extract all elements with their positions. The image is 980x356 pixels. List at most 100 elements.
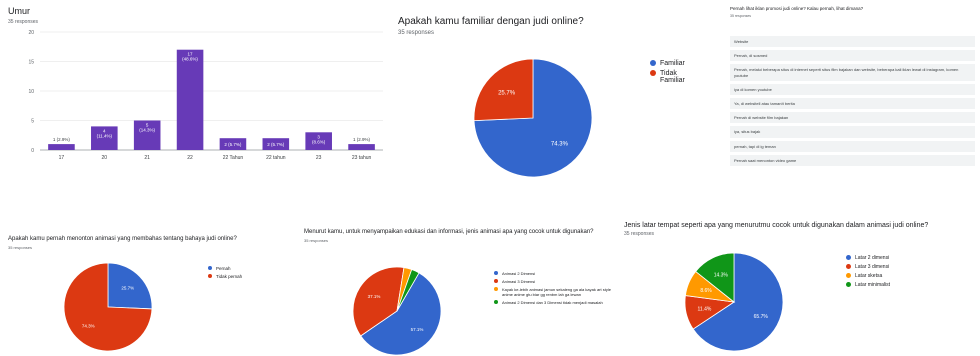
- x-tick-label: 22 Tahun: [223, 155, 244, 161]
- answers-list: Website Pernah, di sosmed Pernah, melalu…: [730, 36, 975, 169]
- familiar-pie-chart: 74.3% 25.7%: [473, 58, 593, 178]
- pie-data-label: 25.7%: [121, 286, 134, 291]
- bar-data-label: 2 (5.7%): [267, 142, 285, 147]
- pie-data-label: 57.1%: [411, 327, 424, 332]
- legend-label: Latar sketsa: [855, 273, 883, 279]
- bar-data-label: 2 (5.7%): [224, 142, 242, 147]
- legend-item-2d: Animasi 2 Dimensi: [494, 271, 612, 276]
- jenis-animasi-subtitle: 35 responses: [304, 238, 329, 244]
- bar-data-label: (14.3%): [139, 128, 155, 133]
- pie-data-label: 37.1%: [368, 294, 381, 299]
- bar-data-label: (48.6%): [182, 57, 198, 62]
- umur-panel: Umur 35 responses 0 5 10 15 20 1 (2.9%) 17 4 (11…: [8, 6, 393, 176]
- legend-label: Latar 2 dimensi: [855, 255, 890, 261]
- latar-legend: Latar 2 dimensi Latar 3 dimensi Latar sk…: [846, 255, 890, 291]
- pie-data-label: 65.7%: [754, 314, 769, 320]
- y-tick-label: 10: [28, 89, 34, 95]
- legend-item-latar-3d: Latar 3 dimensi: [846, 264, 890, 270]
- x-tick-label: 20: [102, 155, 108, 161]
- legend-dot-red: [208, 274, 212, 278]
- pie-slice: [692, 252, 784, 352]
- bar: [176, 49, 204, 151]
- jenis-animasi-panel: Menurut kamu, untuk menyampaikan edukasi…: [304, 228, 616, 356]
- pernah-lihat-panel: Pernah lihat iklan promosi judi online? …: [730, 6, 975, 184]
- familiar-title: Apakah kamu familiar dengan judi online?: [398, 16, 584, 27]
- x-tick-label: 23: [316, 155, 322, 161]
- x-tick-label: 21: [144, 155, 150, 161]
- list-item: Pernah di website film bajakan: [730, 112, 975, 124]
- pernah-lihat-question: Pernah lihat iklan promosi judi online? …: [730, 6, 864, 11]
- legend-dot-red: [650, 70, 656, 76]
- list-item: Website: [730, 36, 975, 48]
- legend-dot-green: [846, 282, 851, 287]
- bar-data-label: 1 (2.9%): [53, 137, 71, 142]
- legend-item-tidak-familiar: Tidak Familiar: [650, 70, 698, 84]
- bar: [262, 138, 290, 150]
- legend-item-3d: Animasi 3 Dimensi: [494, 279, 612, 284]
- pie-slice: [473, 58, 534, 122]
- bar-data-label: (8.6%): [312, 139, 326, 144]
- pie-slice: [107, 262, 153, 310]
- legend-dot-yellow: [846, 273, 851, 278]
- bar-data-label: 17: [188, 52, 194, 57]
- latar-panel: Jenis latar tempat seperti apa yang menu…: [624, 222, 976, 352]
- pie-data-label: 25.7%: [498, 91, 516, 97]
- legend-dot-blue: [208, 266, 212, 270]
- legend-label: Latar minimalist: [855, 282, 891, 288]
- legend-item-pernah: Pernah: [208, 266, 242, 271]
- legend-item-both: Animasi 2 Dimensi dan 3 Dimensi tidak me…: [494, 300, 612, 305]
- pie-data-label: 8.6%: [700, 288, 712, 294]
- pie-data-label: 74.3%: [82, 323, 95, 328]
- y-tick-label: 15: [28, 60, 34, 66]
- pie-slice: [63, 262, 153, 352]
- y-tick-label: 20: [28, 30, 34, 36]
- legend-dot-red: [494, 279, 498, 283]
- pie-slice: [360, 272, 442, 356]
- menonton-legend: Pernah Tidak pernah: [208, 266, 242, 282]
- x-tick-label: 23 tahun: [352, 155, 372, 161]
- bar: [348, 144, 375, 150]
- bar-data-label: (11.4%): [97, 133, 113, 138]
- bar: [305, 132, 332, 150]
- menonton-pie-chart: 25.7% 74.3%: [63, 262, 153, 352]
- jenis-animasi-pie-chart: 57.1% 37.1%: [352, 266, 442, 356]
- x-tick-label: 22 tahun: [266, 155, 286, 161]
- legend-item-latar-minimalist: Latar minimalist: [846, 282, 890, 288]
- legend-label: Animasi 2 Dimensi: [502, 271, 536, 276]
- x-tick-label: 22: [187, 155, 193, 161]
- familiar-panel: Apakah kamu familiar dengan judi online?…: [398, 16, 698, 186]
- list-item: Pernah saat menonton video game: [730, 154, 975, 166]
- legend-dot-blue: [846, 255, 851, 260]
- bar: [133, 120, 161, 150]
- menonton-subtitle: 35 responses: [8, 245, 33, 251]
- pie-data-label: 14.3%: [714, 272, 729, 278]
- umur-subtitle: 35 responses: [8, 18, 39, 25]
- familiar-legend: Familiar Tidak Familiar: [650, 60, 698, 87]
- bar: [91, 126, 118, 150]
- pernah-lihat-subtitle: 35 responses: [730, 14, 752, 18]
- legend-label: Tidak pernah: [216, 274, 243, 279]
- x-tick-label: 17: [59, 155, 65, 161]
- legend-item-latar-sketsa: Latar sketsa: [846, 273, 890, 279]
- bar-data-label: 4: [103, 128, 106, 133]
- list-item: iya di komen youtube: [730, 83, 975, 95]
- legend-label: Animasi 2 Dimensi dan 3 Dimensi tidak me…: [502, 300, 603, 305]
- legend-dot-blue: [494, 271, 498, 275]
- legend-item-familiar: Familiar: [650, 60, 698, 67]
- bar-data-label: 3: [317, 134, 320, 139]
- legend-label: Tidak Familiar: [660, 70, 685, 84]
- bar: [219, 138, 247, 150]
- latar-subtitle: 35 responses: [624, 231, 655, 237]
- menonton-panel: Apakah kamu pernah menonton animasi yang…: [8, 236, 308, 352]
- y-tick-label: 0: [31, 148, 34, 154]
- list-item: Pernah, di sosmed: [730, 50, 975, 62]
- y-tick-label: 5: [31, 119, 34, 125]
- legend-label: Pernah: [216, 266, 231, 271]
- pie-data-label: 74.3%: [551, 141, 569, 147]
- jenis-animasi-legend: Animasi 2 Dimensi Animasi 3 Dimensi Kaya…: [494, 271, 612, 308]
- legend-item-tidak-pernah: Tidak pernah: [208, 274, 242, 279]
- pie-slice: [352, 266, 405, 337]
- legend-label: Kayak ke-lebih animasi jamun sekaleng ga…: [502, 287, 611, 297]
- legend-dot-green: [494, 300, 498, 304]
